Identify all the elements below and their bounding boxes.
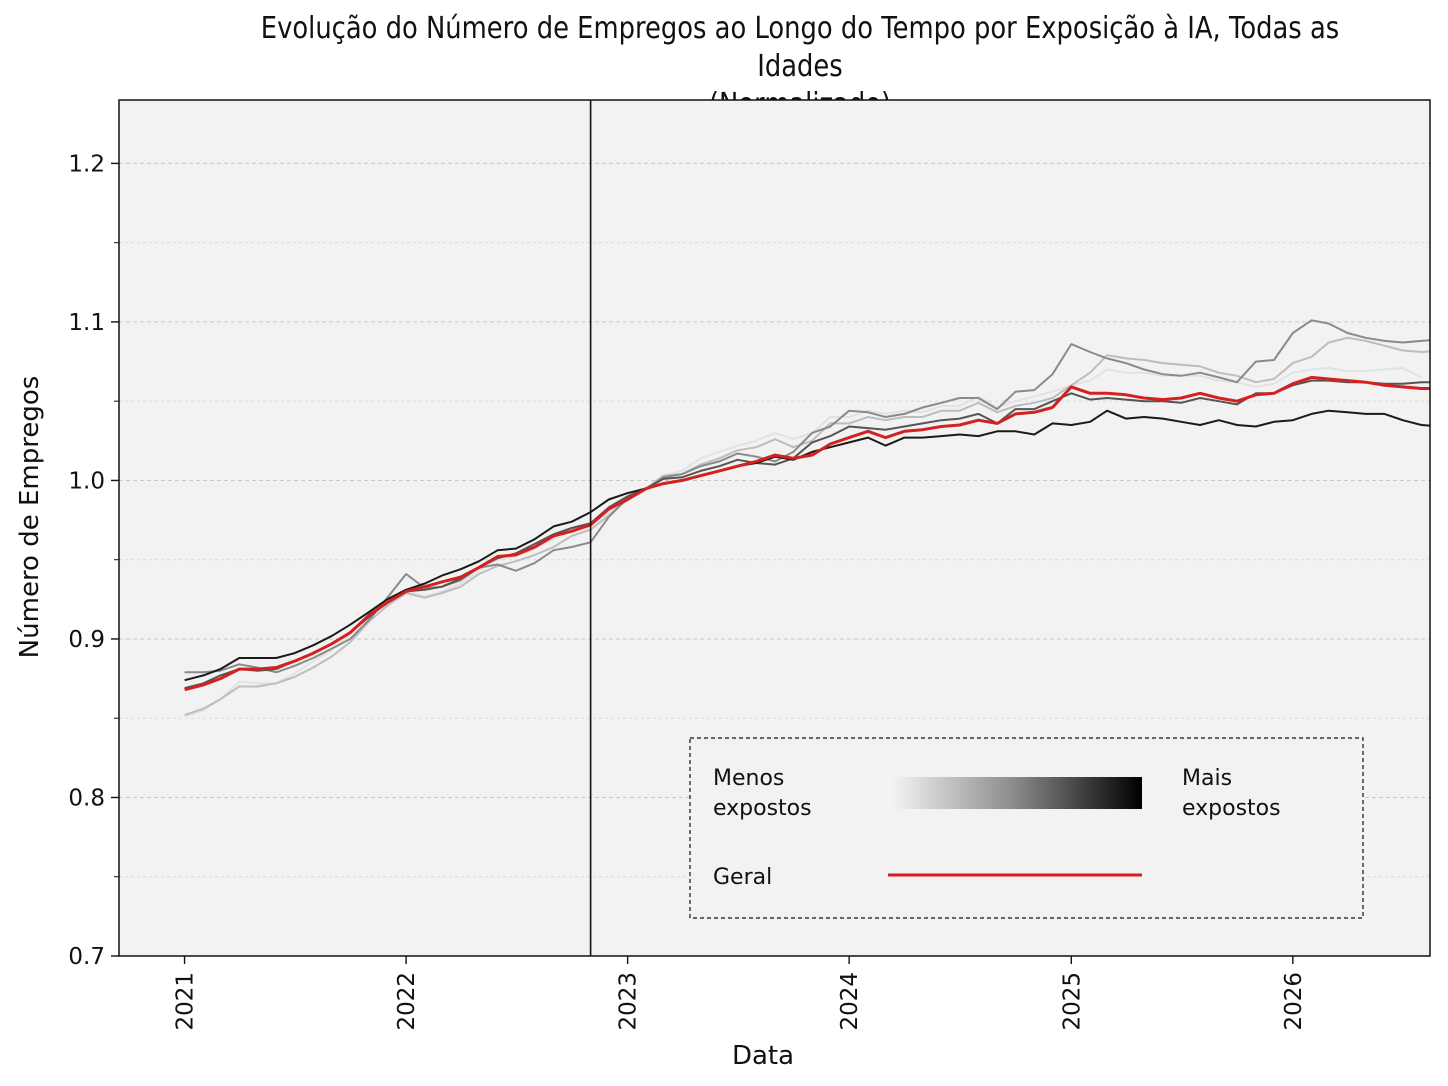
x-tick-label: 2023 [616,972,642,1031]
x-tick-label: 2021 [173,972,199,1031]
series-line-exposure-3 [184,319,1430,674]
chart-title-line-1: Evolução do Número de Empregos ao Longo … [260,11,1340,84]
x-axis-title: Data [732,1041,794,1071]
x-tick-label: 2022 [394,972,420,1031]
plot-frame [118,99,1431,957]
y-tick-label: 1.2 [68,151,105,177]
x-tick-label: 2025 [1059,972,1085,1031]
x-tick-label: 2026 [1281,972,1307,1031]
legend-more-exposed-line-1: Mais [1182,766,1232,791]
legend-less-exposed-line-2: expostos [713,796,812,821]
legend: Menos expostos Mais expostos Geral [689,737,1364,919]
y-tick-label: 0.8 [68,785,105,811]
y-axis: 0.7 0.8 0.9 1.0 1.1 1.2 [68,151,119,970]
chart-title: Evolução do Número de Empregos ao Longo … [215,10,1385,124]
legend-less-exposed-line-1: Menos [713,766,784,791]
legend-overall-label: Geral [713,865,772,890]
y-tick-label: 1.1 [68,310,105,336]
y-tick-label: 1.0 [68,468,105,494]
overall-line [184,375,1430,692]
y-axis-title: Número de Empregos [15,376,45,659]
y-tick-label: 0.9 [68,627,105,653]
x-tick-label: 2024 [837,972,863,1031]
x-axis: 2021 2022 2023 2024 2025 2026 [173,956,1307,1031]
series-line-exposure-2 [184,336,1430,717]
legend-more-exposed-line-2: expostos [1182,796,1281,821]
legend-exposure-gradient [888,777,1142,809]
y-tick-label: 0.7 [68,944,105,970]
legend-box [689,737,1364,919]
series-lines [184,319,1430,718]
